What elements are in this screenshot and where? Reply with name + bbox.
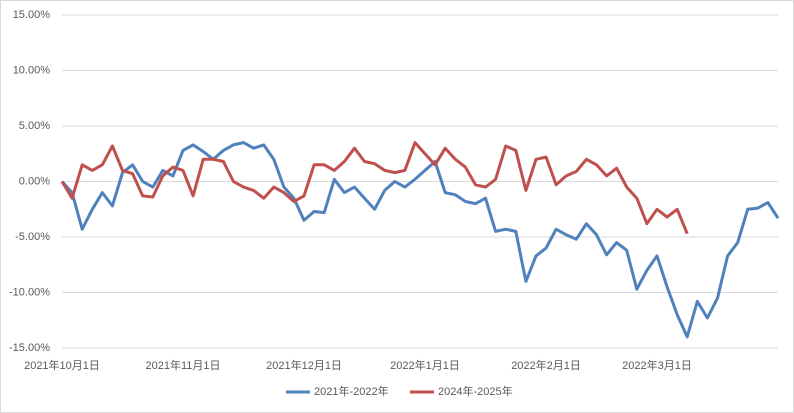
x-tick-label: 2021年11月1日 [146,358,221,372]
x-tick-label: 2021年10月1日 [24,358,100,372]
legend-label: 2021年-2022年 [314,384,389,398]
series-line [60,141,689,235]
y-tick-label: 0.00% [19,175,50,187]
y-tick-label: -5.00% [15,231,50,243]
x-tick-label: 2022年3月1日 [622,358,692,372]
series-line [60,141,780,339]
y-tick-label: -15.00% [9,342,50,354]
y-tick-label: -10.00% [9,286,50,298]
x-tick-label: 2022年1月1日 [390,358,460,372]
x-tick-label: 2021年12月1日 [266,358,342,372]
legend-label: 2024年-2025年 [438,384,513,398]
y-tick-label: 10.00% [13,64,51,76]
y-tick-label: 5.00% [19,120,50,132]
y-tick-label: 15.00% [13,9,51,21]
x-tick-label: 2022年2月1日 [511,358,581,372]
